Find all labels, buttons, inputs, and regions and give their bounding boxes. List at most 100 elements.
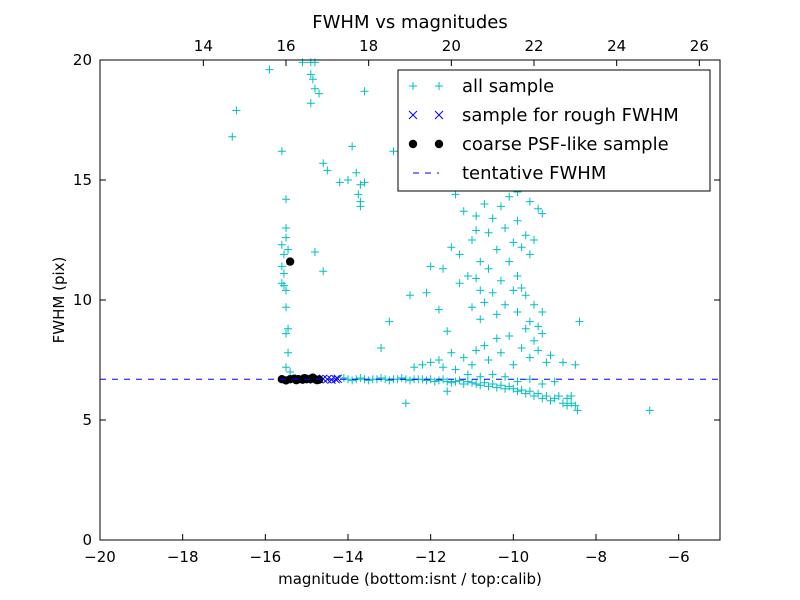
x-axis-label: magnitude (bottom:isnt / top:calib) — [278, 570, 542, 588]
plus-point-s0-160 — [538, 308, 547, 316]
x-tick-label-6: −8 — [585, 548, 607, 566]
plus-point-s0-48 — [434, 305, 443, 314]
plus-point-s0-122 — [538, 380, 547, 388]
x-point-s1-11 — [333, 374, 343, 384]
plus-point-s0-162 — [484, 264, 493, 273]
legend-box — [397, 69, 711, 192]
plus-point-s0-163 — [496, 276, 505, 285]
plus-point-s0-171 — [484, 228, 493, 237]
plus-point-s0-176 — [521, 231, 530, 240]
x-tick-label-2: −16 — [250, 548, 282, 566]
plus-point-s0-32 — [310, 248, 319, 256]
plus-point-s0-87 — [459, 380, 468, 388]
plus-point-s0-86 — [455, 376, 464, 385]
plus-point-s0-174 — [509, 238, 518, 247]
plus-point-s0-20 — [279, 269, 288, 278]
plus-point-s0-196 — [530, 236, 538, 244]
plus-point-s0-161 — [472, 274, 481, 283]
y-axis-label: FWHM (pix) — [50, 257, 68, 344]
plus-point-s0-190 — [439, 264, 448, 273]
top-tick-label-0: 14 — [194, 37, 213, 55]
plus-point-s0-131 — [480, 341, 489, 350]
plus-point-s0-150 — [480, 298, 489, 307]
x-tick-label-5: −10 — [498, 548, 530, 566]
plus-point-s0-60 — [348, 376, 357, 385]
plus-point-s0-153 — [501, 300, 510, 309]
y-tick-label-2: 10 — [73, 291, 92, 309]
y-tick-label-4: 20 — [73, 51, 92, 69]
plus-point-s0-49 — [443, 327, 452, 336]
plus-point-s0-57 — [401, 399, 410, 408]
plus-point-s0-2 — [265, 65, 274, 74]
plus-point-s0-89 — [468, 378, 476, 387]
plus-point-s0-16 — [277, 240, 286, 249]
plus-point-s0-105 — [534, 389, 543, 398]
plus-point-s0-113 — [567, 392, 576, 400]
plus-point-s0-25 — [284, 324, 293, 333]
plus-point-s0-112 — [563, 394, 572, 403]
plus-point-s0-115 — [573, 406, 582, 415]
plus-point-s0-120 — [488, 370, 497, 379]
plus-point-s0-143 — [542, 358, 551, 367]
plus-point-s0-42 — [360, 178, 369, 187]
plus-point-s0-12 — [277, 147, 286, 156]
plus-point-s0-144 — [546, 351, 555, 360]
plus-point-s0-165 — [513, 272, 522, 280]
chart-title: FWHM vs magnitudes — [312, 12, 507, 33]
legend-label-3: tentative FWHM — [462, 163, 606, 184]
plus-point-s0-164 — [505, 257, 514, 266]
plus-point-s0-10 — [306, 99, 315, 108]
plus-point-s0-44 — [385, 317, 394, 326]
plus-point-s0-38 — [356, 180, 365, 189]
x-tick-label-3: −14 — [332, 548, 364, 566]
plus-point-s0-111 — [558, 399, 567, 408]
plus-point-s0-94 — [488, 380, 497, 388]
plus-point-s0-177 — [525, 250, 534, 259]
plus-point-s0-135 — [505, 332, 514, 340]
plus-point-s0-134 — [496, 348, 505, 357]
plus-point-s0-118 — [513, 377, 522, 386]
plus-point-s0-72 — [397, 374, 406, 382]
x-tick-label-4: −12 — [415, 548, 447, 566]
plus-point-s0-186 — [534, 204, 543, 213]
legend-swatch-b-2 — [434, 139, 444, 149]
plus-point-s0-149 — [476, 315, 485, 324]
legend-label-0: all sample — [462, 76, 554, 97]
plus-point-s0-142 — [538, 329, 547, 338]
plus-point-s0-119 — [501, 372, 510, 381]
plus-point-s0-74 — [406, 376, 414, 385]
plus-point-s0-179 — [472, 212, 481, 220]
plus-point-s0-8 — [310, 84, 319, 93]
plus-point-s0-132 — [484, 356, 493, 364]
plus-point-s0-167 — [447, 243, 456, 252]
plus-point-s0-19 — [277, 262, 286, 271]
plus-point-s0-91 — [476, 381, 485, 390]
x-point-s1-10 — [331, 374, 340, 384]
plus-point-s0-103 — [525, 387, 534, 396]
plus-point-s0-35 — [344, 176, 352, 184]
plus-point-s0-99 — [509, 384, 518, 393]
plus-point-s0-128 — [459, 353, 468, 362]
legend-label-2: coarse PSF-like sample — [462, 134, 669, 155]
plus-point-s0-22 — [279, 281, 288, 290]
plus-point-s0-24 — [282, 303, 290, 312]
dot-point-s2-14 — [312, 375, 322, 385]
plus-point-s0-169 — [468, 236, 476, 244]
plus-point-s0-78 — [422, 376, 431, 385]
ticks-layer: −20 −18 −16 −14 −12 −10 −8 −6 0 5 10 15 20 14 16 18 20 22… — [73, 37, 720, 566]
plus-point-s0-101 — [517, 386, 526, 394]
plus-point-s0-126 — [645, 406, 654, 415]
top-tick-label-3: 20 — [442, 37, 461, 55]
plus-point-s0-33 — [319, 267, 328, 276]
plus-point-s0-55 — [447, 348, 456, 357]
plus-point-s0-39 — [354, 190, 363, 199]
plus-point-s0-193 — [476, 286, 485, 295]
plus-point-s0-108 — [546, 396, 555, 405]
legend-swatch-a-0 — [409, 82, 417, 90]
plus-point-s0-67 — [377, 374, 386, 382]
top-tick-label-6: 26 — [690, 37, 709, 55]
top-tick-label-4: 22 — [524, 37, 543, 55]
plus-point-s0-182 — [496, 202, 505, 211]
plus-point-s0-100 — [513, 387, 522, 396]
plus-point-s0-151 — [488, 288, 497, 297]
